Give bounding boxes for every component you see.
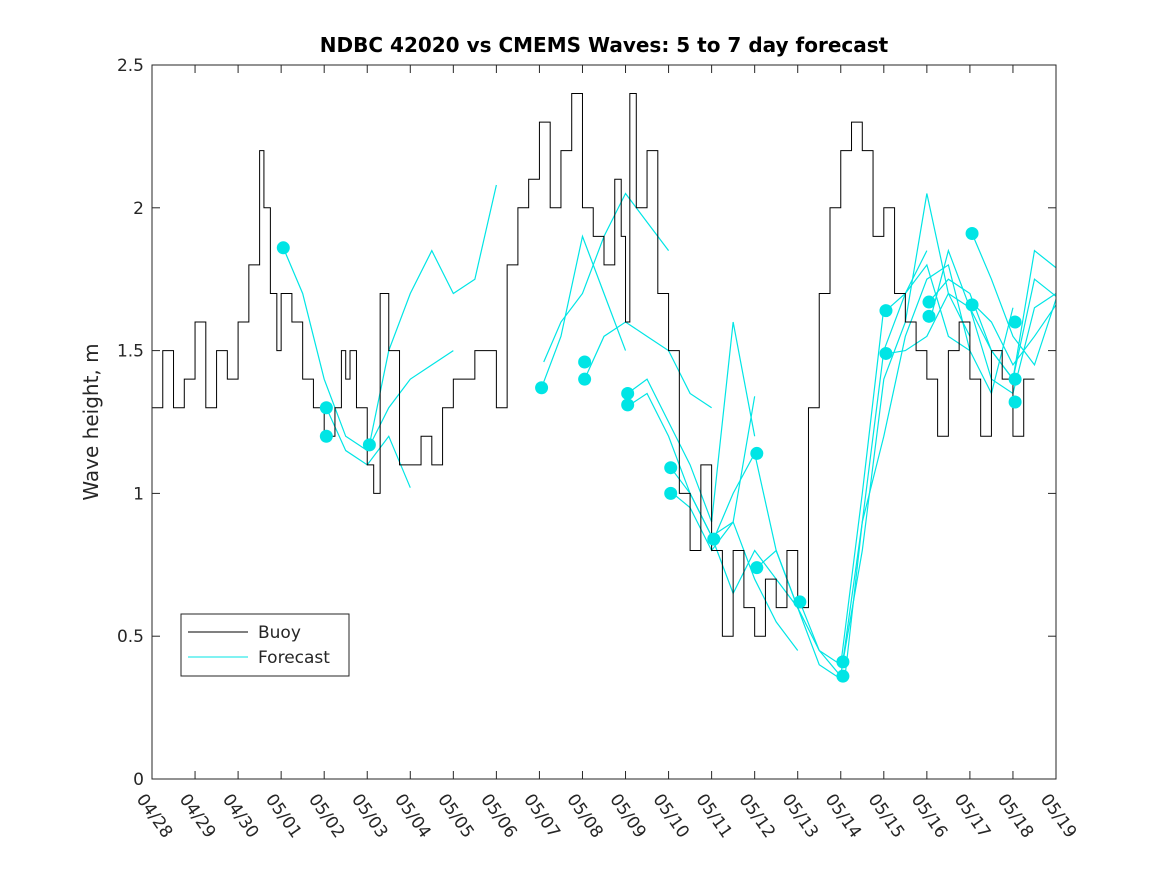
x-tick-label: 05/04 bbox=[390, 790, 434, 842]
forecast-marker bbox=[319, 401, 333, 415]
forecast-line bbox=[844, 263, 971, 677]
x-tick-label: 05/11 bbox=[692, 790, 736, 842]
forecast-marker bbox=[879, 346, 893, 360]
forecast-marker bbox=[362, 438, 376, 452]
x-tick-label: 04/28 bbox=[132, 790, 176, 842]
x-tick-label: 05/07 bbox=[519, 790, 563, 842]
y-tick-label: 0 bbox=[133, 770, 144, 790]
forecast-line bbox=[541, 234, 627, 388]
y-tick-label: 1.5 bbox=[117, 342, 144, 362]
forecast-marker bbox=[621, 398, 635, 412]
x-tick-label: 04/29 bbox=[175, 790, 219, 842]
forecast-line bbox=[584, 321, 712, 409]
y-tick-label: 1 bbox=[133, 484, 144, 504]
forecast-line bbox=[371, 350, 454, 443]
forecast-marker bbox=[879, 304, 893, 318]
forecast-marker bbox=[319, 429, 333, 443]
forecast-marker bbox=[793, 595, 807, 609]
buoy-line bbox=[152, 93, 1035, 637]
forecast-marker bbox=[750, 446, 764, 460]
forecast-line bbox=[627, 321, 756, 523]
x-tick-label: 05/03 bbox=[347, 790, 391, 842]
forecast-marker bbox=[965, 298, 979, 312]
forecast-marker bbox=[750, 561, 764, 575]
forecast-marker bbox=[578, 355, 592, 369]
y-axis: 0 0.5 1 1.5 2 2.5 bbox=[117, 56, 1056, 790]
legend-forecast-label: Forecast bbox=[258, 648, 330, 668]
x-tick-label: 05/14 bbox=[821, 790, 865, 842]
y-tick-label: 0.5 bbox=[117, 627, 144, 647]
data-layer bbox=[152, 93, 1057, 683]
forecast-marker bbox=[836, 655, 850, 669]
forecast-line bbox=[282, 247, 368, 452]
forecast-marker bbox=[836, 669, 850, 683]
x-tick-label: 05/05 bbox=[433, 790, 477, 842]
x-tick-label: 05/01 bbox=[261, 790, 305, 842]
forecast-line bbox=[973, 304, 1057, 367]
forecast-line bbox=[971, 233, 1057, 367]
y-tick-label: 2.5 bbox=[117, 56, 144, 76]
x-tick-label: 04/30 bbox=[218, 790, 262, 842]
plot-frame bbox=[151, 64, 1057, 780]
forecast-marker bbox=[664, 486, 678, 500]
forecast-marker bbox=[276, 241, 290, 255]
x-tick-label: 05/09 bbox=[605, 790, 649, 842]
y-tick-label: 2 bbox=[133, 199, 144, 219]
legend-buoy-label: Buoy bbox=[258, 623, 301, 643]
forecast-marker bbox=[664, 461, 678, 475]
forecast-marker bbox=[535, 381, 549, 395]
forecast-marker bbox=[1008, 395, 1022, 409]
forecast-marker bbox=[707, 532, 721, 546]
forecast-marker bbox=[1008, 315, 1022, 329]
forecast-marker bbox=[922, 309, 936, 323]
forecast-marker bbox=[922, 295, 936, 309]
forecast-marker bbox=[1008, 372, 1022, 386]
x-tick-label: 05/17 bbox=[950, 790, 994, 842]
legend-box bbox=[180, 613, 350, 677]
legend: Buoy Forecast bbox=[180, 613, 350, 677]
x-tick-label: 05/10 bbox=[648, 790, 692, 842]
x-tick-label: 05/19 bbox=[1036, 790, 1080, 842]
x-tick-label: 05/13 bbox=[778, 790, 822, 842]
x-tick-label: 05/16 bbox=[907, 790, 951, 842]
forecast-marker bbox=[621, 386, 635, 400]
chart-title: NDBC 42020 vs CMEMS Waves: 5 to 7 day fo… bbox=[320, 33, 889, 57]
x-tick-label: 05/12 bbox=[735, 790, 779, 842]
x-tick-label: 05/08 bbox=[562, 790, 606, 842]
x-tick-label: 05/06 bbox=[476, 790, 520, 842]
x-tick-label: 05/02 bbox=[304, 790, 348, 842]
x-tick-label: 05/18 bbox=[993, 790, 1037, 842]
forecast-marker bbox=[965, 227, 979, 241]
forecast-marker bbox=[578, 372, 592, 386]
x-tick-label: 05/15 bbox=[864, 790, 908, 842]
y-axis-label: Wave height, m bbox=[79, 343, 103, 500]
